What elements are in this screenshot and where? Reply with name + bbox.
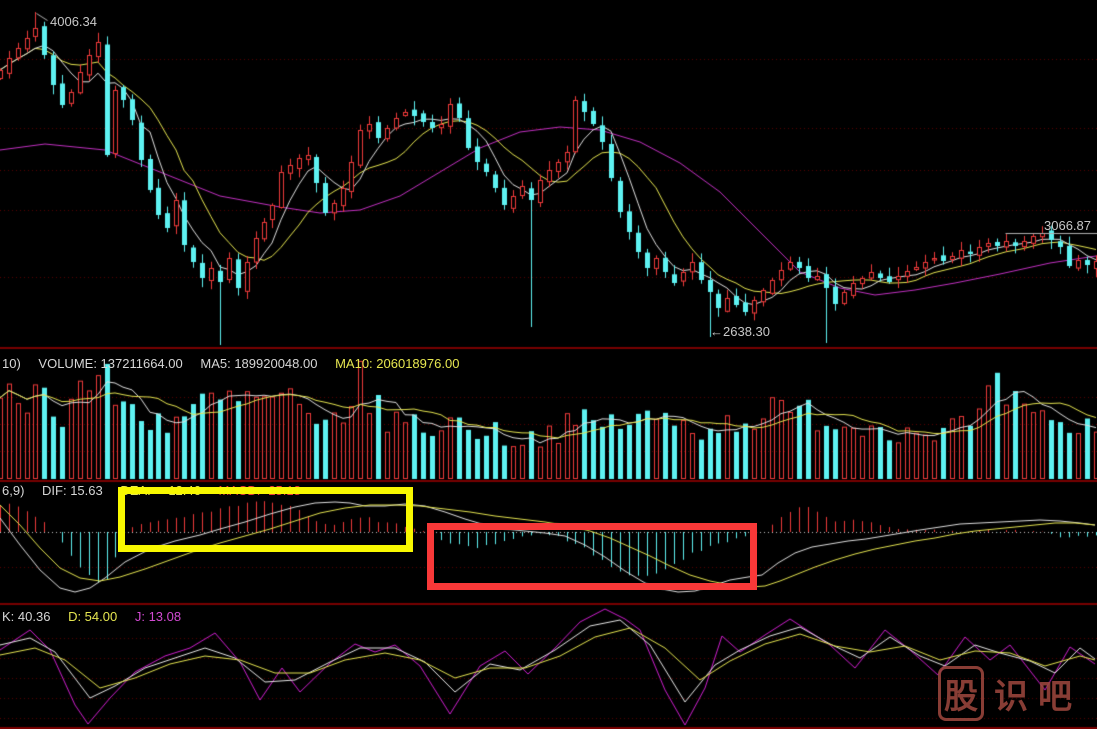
recent-high-price-label: 3066.87: [1044, 218, 1091, 233]
kdj-panel-header: K: 40.36 D: 54.00 J: 13.08: [2, 609, 195, 624]
watermark-char-2: 识: [994, 677, 1028, 717]
volume-header-prefix: 10): [2, 356, 21, 371]
watermark-logo: 股 识 吧: [938, 666, 1072, 721]
yellow-highlight-box: [118, 487, 413, 552]
macd-header-prefix: 6,9): [2, 483, 25, 498]
volume-ma5-value: MA5: 189920048.00: [200, 356, 318, 371]
kdj-d-value: D: 54.00: [68, 609, 118, 624]
volume-panel-header: 10) VOLUME: 137211664.00 MA5: 189920048.…: [2, 356, 473, 371]
peak-price-label: 4006.34: [50, 14, 97, 29]
kdj-k-value: K: 40.36: [2, 609, 51, 624]
watermark-char-3: 吧: [1038, 677, 1072, 717]
volume-ma10-value: MA10: 206018976.00: [335, 356, 460, 371]
watermark-char-1: 股: [938, 666, 984, 721]
macd-dif-value: DIF: 15.63: [42, 483, 103, 498]
kdj-j-value: J: 13.08: [134, 609, 182, 624]
red-highlight-box: [427, 523, 757, 590]
trough-price-label: ←2638.30: [710, 324, 770, 339]
volume-value: VOLUME: 137211664.00: [38, 356, 183, 371]
